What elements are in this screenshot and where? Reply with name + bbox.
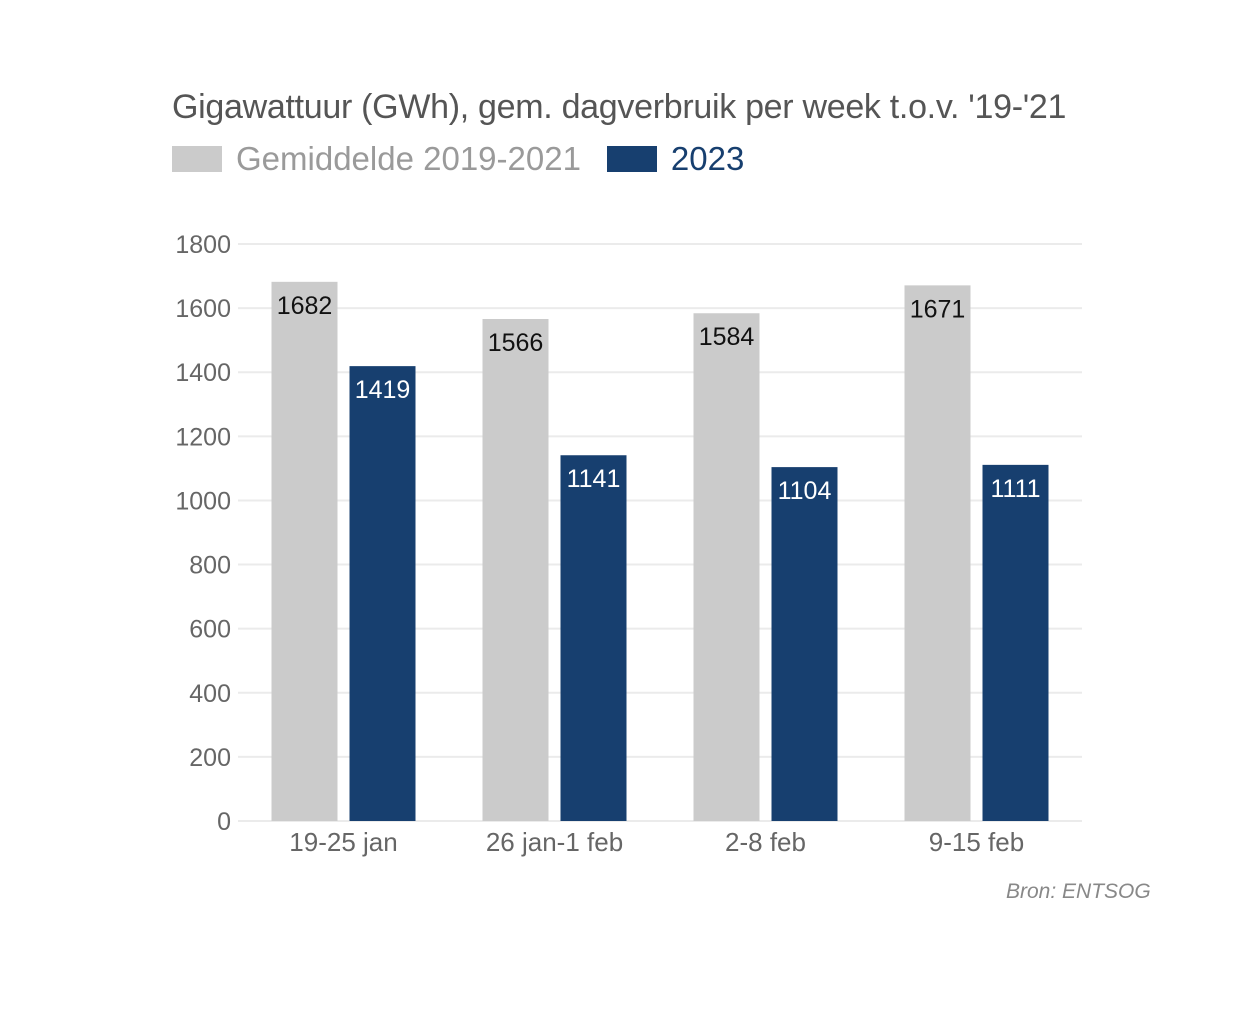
x-tick-label-0: 19-25 jan <box>289 827 397 857</box>
legend-swatch-average <box>172 146 222 172</box>
y-tick-label-200: 200 <box>189 744 231 772</box>
data-label-average-2: 1584 <box>699 323 755 351</box>
legend-item-average: Gemiddelde 2019-2021 <box>172 140 581 178</box>
bar-average-1 <box>482 319 549 821</box>
legend-label-average: Gemiddelde 2019-2021 <box>236 140 581 177</box>
data-label-2023-0: 1419 <box>355 376 411 404</box>
legend-swatch-2023 <box>606 146 657 172</box>
y-tick-label-1000: 1000 <box>175 487 231 515</box>
x-tick-label-1: 26 jan-1 feb <box>486 827 623 857</box>
x-tick-label-2: 2-8 feb <box>725 827 806 857</box>
data-label-2023-2: 1104 <box>778 477 832 505</box>
bar-average-0 <box>271 281 338 821</box>
y-tick-label-1600: 1600 <box>175 295 231 323</box>
source-note: Bron: ENTSOG <box>1006 880 1151 903</box>
chart-title: Gigawattuur (GWh), gem. dagverbruik per … <box>172 88 1067 126</box>
legend-item-2023: 2023 <box>606 140 745 178</box>
y-tick-label-800: 800 <box>189 552 231 580</box>
y-tick-label-1400: 1400 <box>175 359 231 387</box>
data-label-2023-1: 1141 <box>567 465 621 493</box>
bar-average-3 <box>904 285 971 821</box>
bar-2023-2 <box>771 467 838 821</box>
bar-2023-3 <box>982 464 1049 821</box>
x-tick-label-3: 9-15 feb <box>929 827 1024 857</box>
data-label-average-1: 1566 <box>488 329 544 357</box>
bar-2023-1 <box>560 455 627 821</box>
y-tick-label-1200: 1200 <box>175 423 231 451</box>
legend: Gemiddelde 2019-2021 2023 <box>172 140 770 178</box>
legend-label-2023: 2023 <box>670 140 745 177</box>
y-tick-label-400: 400 <box>189 680 231 708</box>
data-label-average-3: 1671 <box>910 295 966 323</box>
y-tick-label-0: 0 <box>217 808 231 836</box>
data-label-average-0: 1682 <box>277 292 333 320</box>
data-label-2023-3: 1111 <box>990 475 1040 503</box>
y-tick-label-1800: 1800 <box>175 231 231 259</box>
bar-2023-0 <box>349 366 416 821</box>
y-tick-label-600: 600 <box>189 616 231 644</box>
bar-average-2 <box>693 313 760 821</box>
